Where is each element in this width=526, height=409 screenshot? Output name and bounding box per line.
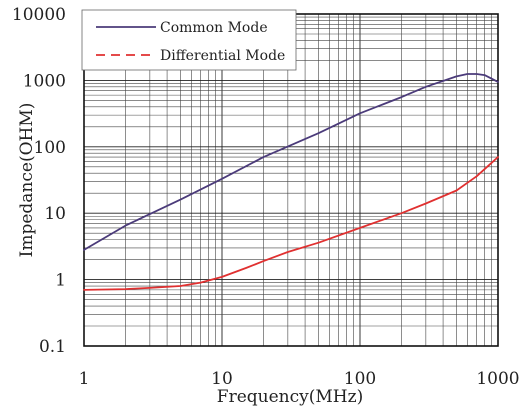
y-axis-title: Impedance(OHM) (17, 103, 37, 258)
y-tick-label: 100 (34, 138, 66, 158)
x-tick-label: 1000 (476, 369, 519, 389)
tick-labels: 1 10 100 1000 0.1 1 10 100 1000 10000 (12, 5, 520, 389)
x-axis-title: Frequency(MHz) (217, 387, 363, 407)
x-tick-label: 10 (211, 369, 233, 389)
series-line-common-mode (83, 73, 499, 251)
x-tick-label: 100 (344, 369, 376, 389)
y-tick-label: 1000 (23, 71, 66, 91)
x-tick-label: 1 (79, 369, 90, 389)
series-line-differential-mode (83, 156, 499, 291)
y-tick-label: 1 (55, 271, 66, 291)
y-tick-label: 10 (44, 204, 66, 224)
legend: Common Mode Differential Mode (81, 9, 297, 71)
legend-label-common-mode: Common Mode (160, 20, 268, 36)
y-tick-label: 0.1 (39, 337, 66, 357)
legend-label-differential-mode: Differential Mode (160, 48, 285, 64)
legend-box (81, 9, 297, 71)
y-tick-label: 10000 (12, 5, 66, 25)
series-layer (83, 73, 499, 291)
